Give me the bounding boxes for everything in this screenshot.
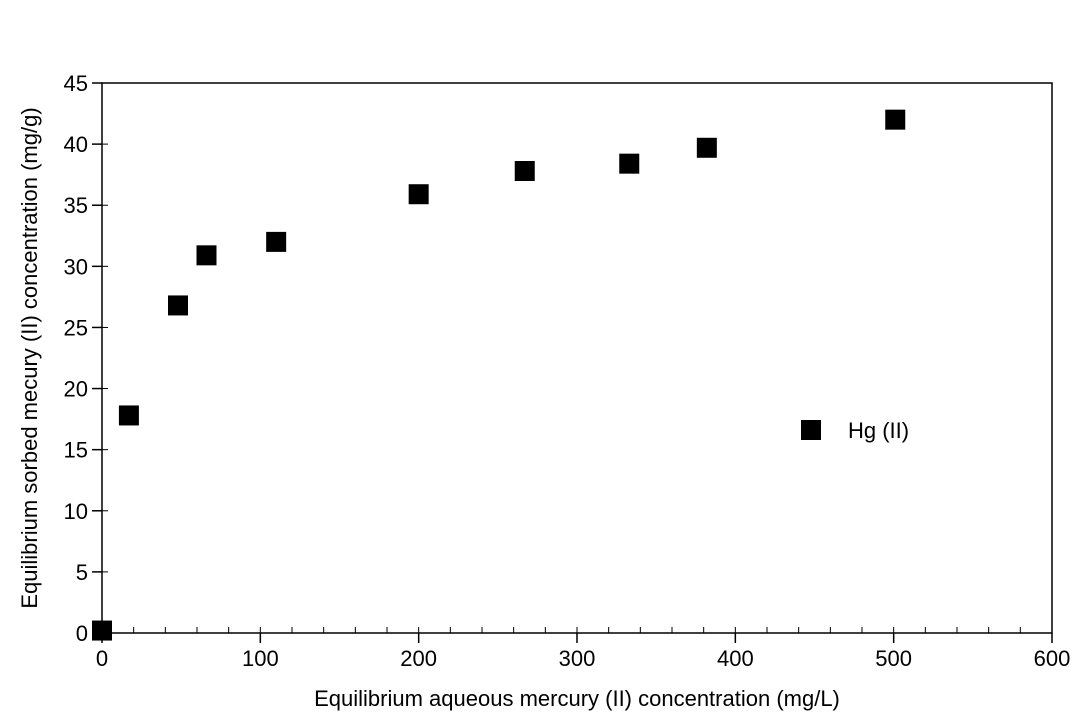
- y-tick-label: 30: [64, 254, 88, 279]
- data-points: [92, 109, 906, 641]
- data-point: [619, 153, 640, 174]
- plot-frame: [101, 82, 1053, 634]
- data-point: [266, 231, 287, 252]
- x-tick-label: 0: [96, 646, 108, 671]
- y-tick-label: 20: [64, 377, 88, 402]
- data-point: [885, 109, 906, 130]
- x-tick-label: 400: [717, 646, 754, 671]
- x-axis: 0 100 200 300 400 500 600: [96, 633, 1070, 671]
- data-point: [92, 620, 112, 641]
- data-point: [408, 184, 429, 205]
- y-tick-label: 10: [64, 499, 88, 524]
- data-point: [118, 405, 139, 426]
- legend-label-hg-ii: Hg (II): [848, 418, 909, 443]
- y-tick-label: 45: [64, 71, 88, 96]
- y-axis: 0 5 10 15 20 25 30 35 40 45: [64, 71, 102, 646]
- minor-ticks: [101, 82, 1053, 634]
- y-tick-label: 0: [76, 621, 88, 646]
- data-point: [196, 245, 217, 266]
- x-tick-label: 500: [875, 646, 912, 671]
- data-point: [696, 137, 717, 158]
- x-axis-title: Equilibrium aqueous mercury (II) concent…: [314, 686, 840, 711]
- y-tick-label: 5: [76, 560, 88, 585]
- y-tick-label: 25: [64, 315, 88, 340]
- x-tick-label: 100: [242, 646, 279, 671]
- legend: Hg (II): [801, 418, 909, 443]
- legend-marker-square: [801, 420, 821, 440]
- x-tick-label: 300: [559, 646, 596, 671]
- x-tick-label: 200: [400, 646, 437, 671]
- data-point: [168, 295, 188, 316]
- x-tick-label: 600: [1034, 646, 1071, 671]
- y-tick-label: 35: [64, 193, 88, 218]
- y-tick-label: 15: [64, 438, 88, 463]
- y-tick-label: 40: [64, 132, 88, 157]
- data-point: [514, 161, 535, 181]
- y-axis-title: Equilibrium sorbed mecury (II) concentra…: [17, 107, 42, 608]
